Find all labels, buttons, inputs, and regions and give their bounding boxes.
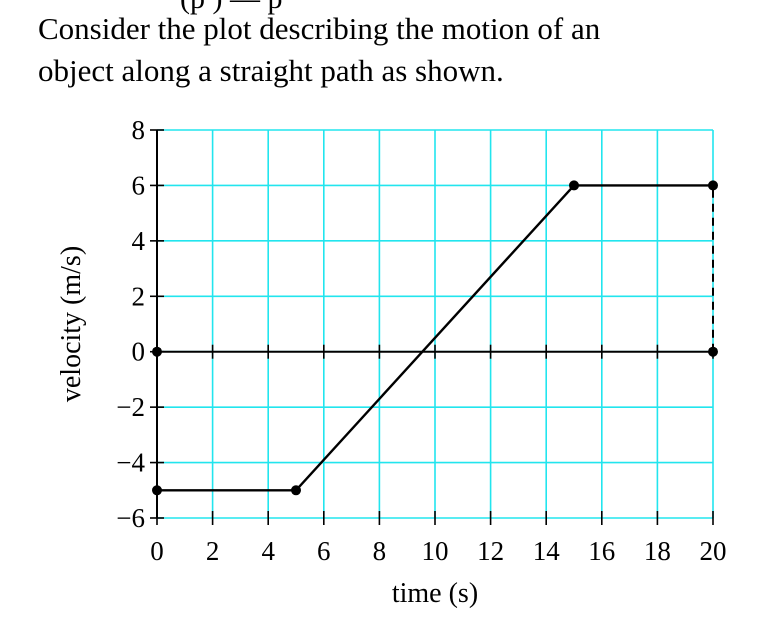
data-point bbox=[152, 346, 162, 357]
x-tick-label: 14 bbox=[533, 536, 561, 566]
cut-off-heading: (p ) — p bbox=[180, 0, 282, 16]
y-axis-title: velocity (m/s) bbox=[56, 246, 87, 402]
y-tick-label: 6 bbox=[132, 170, 146, 200]
x-axis-title: time (s) bbox=[392, 578, 478, 609]
x-tick-label: 10 bbox=[422, 536, 449, 566]
x-tick-label: 16 bbox=[588, 536, 615, 566]
data-point bbox=[569, 180, 579, 191]
x-tick-label: 18 bbox=[644, 536, 671, 566]
question-text: Consider the plot describing the motion … bbox=[38, 8, 758, 92]
y-tick-label: 2 bbox=[132, 281, 146, 311]
y-tick-label: −2 bbox=[116, 392, 145, 422]
y-tick-label: 8 bbox=[132, 115, 146, 145]
y-tick-label: −4 bbox=[116, 448, 145, 478]
x-tick-label: 6 bbox=[317, 536, 331, 566]
question-line-2: object along a straight path as shown. bbox=[38, 53, 504, 88]
x-tick-label: 12 bbox=[477, 536, 504, 566]
x-tick-label: 2 bbox=[206, 536, 220, 566]
axes bbox=[150, 129, 714, 525]
y-tick-label: 0 bbox=[132, 337, 146, 367]
y-tick-label: −6 bbox=[116, 503, 145, 533]
data-point bbox=[291, 485, 301, 496]
grid bbox=[156, 129, 714, 519]
velocity-line bbox=[157, 184, 713, 492]
x-tick-label: 20 bbox=[700, 536, 727, 566]
data-point bbox=[152, 485, 162, 496]
x-tick-label: 4 bbox=[261, 536, 275, 566]
y-tick-label: 4 bbox=[132, 226, 146, 256]
x-tick-label: 8 bbox=[373, 536, 387, 566]
data-point bbox=[708, 346, 718, 357]
x-tick-label: 0 bbox=[150, 536, 164, 566]
data-point bbox=[708, 180, 718, 191]
series bbox=[152, 180, 718, 496]
question-line-1: Consider the plot describing the motion … bbox=[38, 11, 601, 46]
